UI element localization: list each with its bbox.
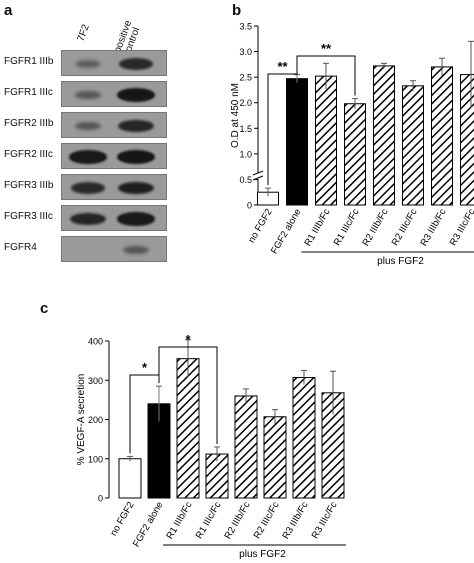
- blot-strip: [61, 81, 167, 107]
- blot-strip: [61, 50, 167, 76]
- bar: [292, 377, 316, 499]
- panel-a-letter: a: [4, 2, 13, 19]
- y-tick-label: 3.5: [239, 22, 252, 32]
- panel-c-letter: c: [40, 300, 49, 317]
- x-tick-label: R2 IIIc/Fc: [390, 207, 420, 248]
- x-tick-label: R1 IIIb/Fc: [164, 500, 194, 541]
- y-tick-label: 0.5: [239, 175, 252, 185]
- y-tick-label: 1.0: [239, 149, 252, 159]
- significance-label: *: [185, 332, 191, 347]
- y-tick-label: 200: [88, 415, 103, 425]
- x-tick-label: R2 IIIb/Fc: [222, 500, 252, 541]
- blot-band: [76, 60, 100, 68]
- blot-band: [123, 245, 149, 255]
- blot-row: FGFR2 IIIb: [0, 112, 230, 138]
- blot-row: FGFR1 IIIc: [0, 81, 230, 107]
- blot-band: [118, 119, 154, 133]
- x-tick-label: FGF2 alone: [131, 500, 166, 549]
- blot-strip: [61, 112, 167, 138]
- blot-band: [118, 58, 154, 70]
- blot-row-label: FGFR2 IIIc: [4, 149, 53, 160]
- x-tick-label: R2 IIIb/Fc: [360, 207, 390, 248]
- bar: [176, 358, 200, 499]
- significance-label: **: [321, 41, 332, 56]
- blot-row-label: FGFR4: [4, 242, 37, 253]
- blot-band: [75, 121, 101, 131]
- significance-bracket: [158, 346, 218, 444]
- significance-label: **: [277, 59, 288, 74]
- blot-strip: [61, 174, 167, 200]
- axis-break-gap: [252, 173, 264, 179]
- blot-row-label: FGFR3 IIIb: [4, 180, 54, 191]
- y-tick-label: 400: [88, 337, 103, 347]
- blot-row: FGFR3 IIIc: [0, 205, 230, 231]
- blot-row-label: FGFR1 IIIb: [4, 56, 54, 67]
- bar: [286, 78, 308, 206]
- x-tick-label: no FGF2: [108, 500, 136, 538]
- y-axis-label: % VEGF-A secretion: [76, 374, 87, 466]
- blot-strip: [61, 143, 167, 169]
- blot-band: [117, 212, 155, 226]
- y-tick-label: 2.5: [239, 73, 252, 83]
- bar: [234, 395, 258, 499]
- blot-row: FGFR2 IIIc: [0, 143, 230, 169]
- bar: [373, 65, 395, 206]
- y-tick-label: 0: [247, 201, 252, 211]
- blot-row: FGFR4: [0, 236, 230, 262]
- blot-band: [116, 150, 156, 164]
- x-tick-label: R3 IIIb/Fc: [418, 207, 448, 248]
- x-tick-label: FGF2 alone: [269, 207, 304, 256]
- chart-c: 0 100 200 300 400 % VEGF-A secretion no FGF2FG…: [76, 332, 346, 560]
- significance-label: *: [142, 360, 148, 375]
- bar: [118, 458, 142, 499]
- chart-b: 0 0.5 1.0 1.5 2.0 2.5 3.0 3.5 O.D at 450 nM no FG…: [230, 22, 474, 267]
- bar: [431, 66, 453, 206]
- y-tick-label: 1.5: [239, 124, 252, 134]
- x-tick-label: no FGF2: [246, 207, 274, 245]
- blot-band: [69, 150, 107, 164]
- blot-band: [116, 88, 156, 102]
- x-tick-label: R1 IIIc/Fc: [332, 207, 362, 248]
- blot-band: [117, 181, 155, 195]
- panel-b-letter: b: [232, 2, 242, 19]
- blot-row: FGFR1 IIIb: [0, 50, 230, 76]
- blot-band: [70, 182, 106, 194]
- x-tick-label: R3 IIIb/Fc: [280, 500, 310, 541]
- blot-strip: [61, 205, 167, 231]
- y-tick-label: 100: [88, 454, 103, 464]
- significance-bracket: [267, 71, 298, 186]
- y-tick-label: 3.0: [239, 47, 252, 57]
- bar: [315, 75, 337, 206]
- x-tick-label: R2 IIIc/Fc: [252, 500, 282, 541]
- y-tick-label: 2.0: [239, 98, 252, 108]
- blot-row-label: FGFR2 IIIb: [4, 118, 54, 129]
- x-tick-label: R1 IIIc/Fc: [194, 500, 224, 541]
- x-tick-label: R1 IIIb/Fc: [302, 207, 332, 248]
- blot-row-label: FGFR3 IIIc: [4, 211, 53, 222]
- blot-band: [75, 90, 101, 100]
- blot-panel: 7F2 positive control FGFR1 IIIb FGFR1 IIIc F…: [0, 0, 225, 270]
- group-label: plus FGF2: [239, 549, 286, 560]
- blot-row-label: FGFR1 IIIc: [4, 87, 53, 98]
- y-axis-label: O.D at 450 nM: [230, 83, 241, 148]
- significance-bracket: [296, 55, 356, 96]
- y-tick-label: 300: [88, 376, 103, 386]
- x-tick-label: R3 IIIc/Fc: [448, 207, 474, 248]
- bar: [460, 74, 474, 206]
- blot-strip: [61, 236, 167, 262]
- axis-break-mark: [252, 170, 264, 176]
- x-tick-label: R3 IIIc/Fc: [310, 500, 340, 541]
- group-label: plus FGF2: [377, 256, 424, 267]
- y-tick-label: 0: [98, 494, 103, 504]
- bar: [344, 103, 366, 206]
- bar: [263, 416, 287, 499]
- blot-row: FGFR3 IIIb: [0, 174, 230, 200]
- blot-band: [70, 212, 106, 226]
- bar: [402, 85, 424, 206]
